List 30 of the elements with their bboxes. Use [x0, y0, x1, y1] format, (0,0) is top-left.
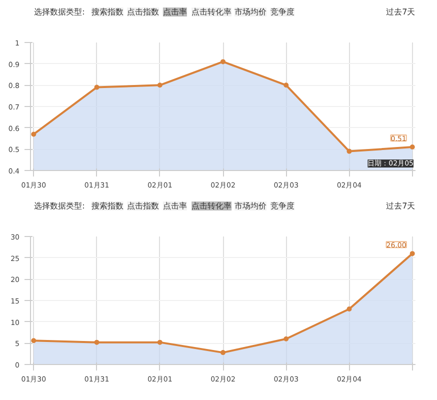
text: 选择数据类型:: [34, 8, 85, 16]
text: 点击率: [162, 202, 187, 210]
text: 点击指数: [127, 8, 160, 16]
text: 竞争度: [270, 202, 294, 210]
text: 过去7天: [386, 202, 416, 210]
text: 过去7天: [386, 8, 416, 16]
text: 点击指数: [127, 202, 160, 210]
point: [410, 251, 415, 256]
text: 市场均价: [234, 8, 266, 16]
point: [157, 82, 162, 88]
point: [410, 144, 415, 150]
text: 选择数据类型:: [34, 202, 85, 210]
text: 点击转化率: [192, 202, 232, 210]
point: [284, 82, 289, 88]
point: [157, 340, 162, 345]
text: 搜索指数: [91, 8, 124, 16]
point: [31, 338, 36, 344]
point: [284, 336, 289, 342]
point: [220, 350, 226, 356]
text: 搜索指数: [91, 202, 124, 210]
point: [346, 148, 352, 154]
text: 竞争度: [270, 8, 294, 16]
point: [31, 132, 36, 137]
point: [346, 306, 352, 312]
text: 市场均价: [234, 202, 266, 210]
text: 点击率: [162, 8, 187, 16]
point: [220, 59, 226, 64]
point: [94, 340, 100, 345]
point: [94, 84, 100, 90]
text: 点击转化率: [192, 8, 232, 16]
